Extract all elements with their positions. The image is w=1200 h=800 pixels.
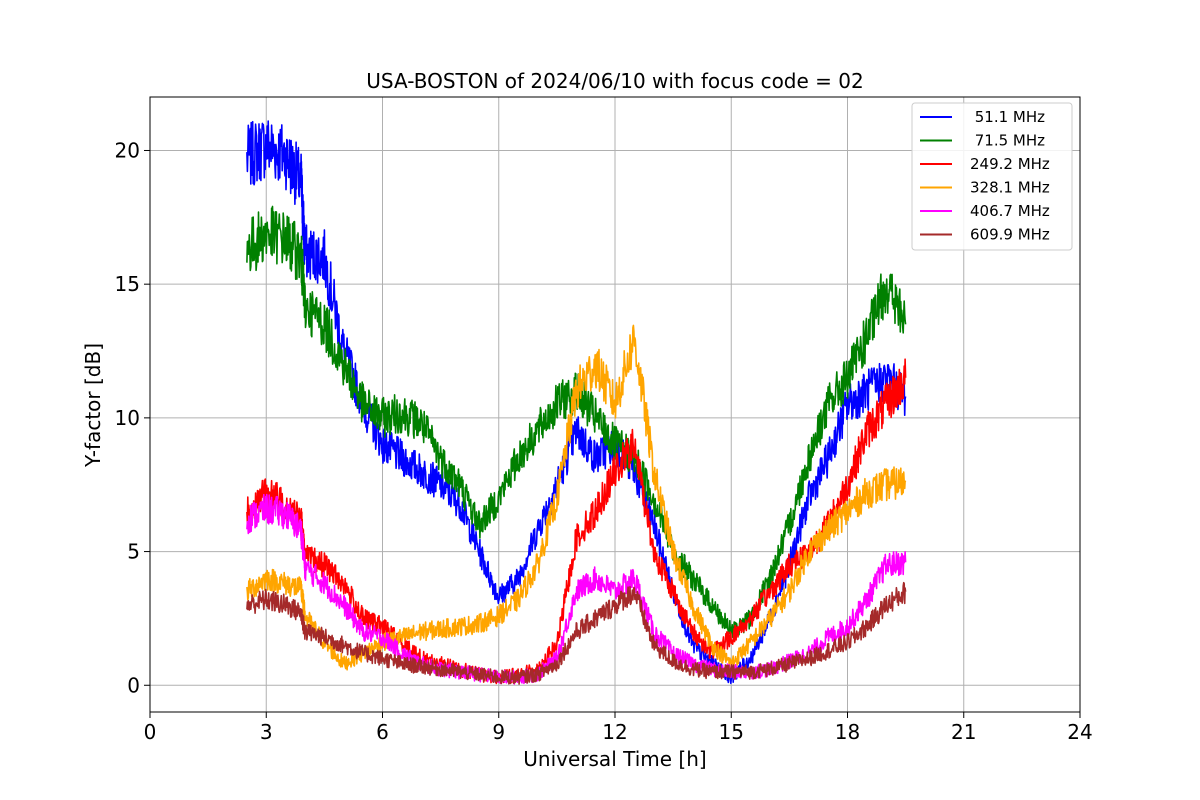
chart-title: USA-BOSTON of 2024/06/10 with focus code… xyxy=(366,69,863,93)
legend-label: 609.9 MHz xyxy=(970,226,1050,244)
series-layer xyxy=(246,120,907,685)
y-axis-label: Y-factor [dB] xyxy=(81,343,105,468)
series-line-5 xyxy=(246,581,907,685)
legend-label: 328.1 MHz xyxy=(970,179,1050,197)
x-axis-label: Universal Time [h] xyxy=(523,747,706,771)
legend-label: 249.2 MHz xyxy=(970,155,1050,173)
x-tick-label: 0 xyxy=(144,720,157,744)
y-tick-label: 10 xyxy=(115,406,140,430)
series-line-3 xyxy=(246,324,907,671)
series-line-1 xyxy=(246,205,907,639)
y-tick-label: 0 xyxy=(127,673,140,697)
x-tick-label: 15 xyxy=(719,720,744,744)
x-tick-label: 12 xyxy=(602,720,627,744)
x-tick-label: 9 xyxy=(492,720,505,744)
y-tick-label: 20 xyxy=(115,138,140,162)
y-tick-label: 5 xyxy=(127,540,140,564)
legend: 51.1 MHz 71.5 MHz 249.2 MHz 328.1 MHz 406.7… xyxy=(911,102,1073,251)
y-tick-label: 15 xyxy=(115,272,140,296)
series-line-4 xyxy=(246,493,907,685)
x-tick-label: 3 xyxy=(260,720,273,744)
x-tick-label: 18 xyxy=(835,720,860,744)
legend-label: 51.1 MHz xyxy=(970,108,1045,126)
x-tick-label: 6 xyxy=(376,720,389,744)
series-line-2 xyxy=(246,358,907,685)
legend-label: 406.7 MHz xyxy=(970,202,1050,220)
ticks: 0 3 6 9 12 15 18 21 24 0 5 10 15 20 xyxy=(115,138,1093,744)
x-tick-label: 21 xyxy=(951,720,976,744)
x-tick-label: 24 xyxy=(1067,720,1092,744)
legend-label: 71.5 MHz xyxy=(970,132,1045,150)
